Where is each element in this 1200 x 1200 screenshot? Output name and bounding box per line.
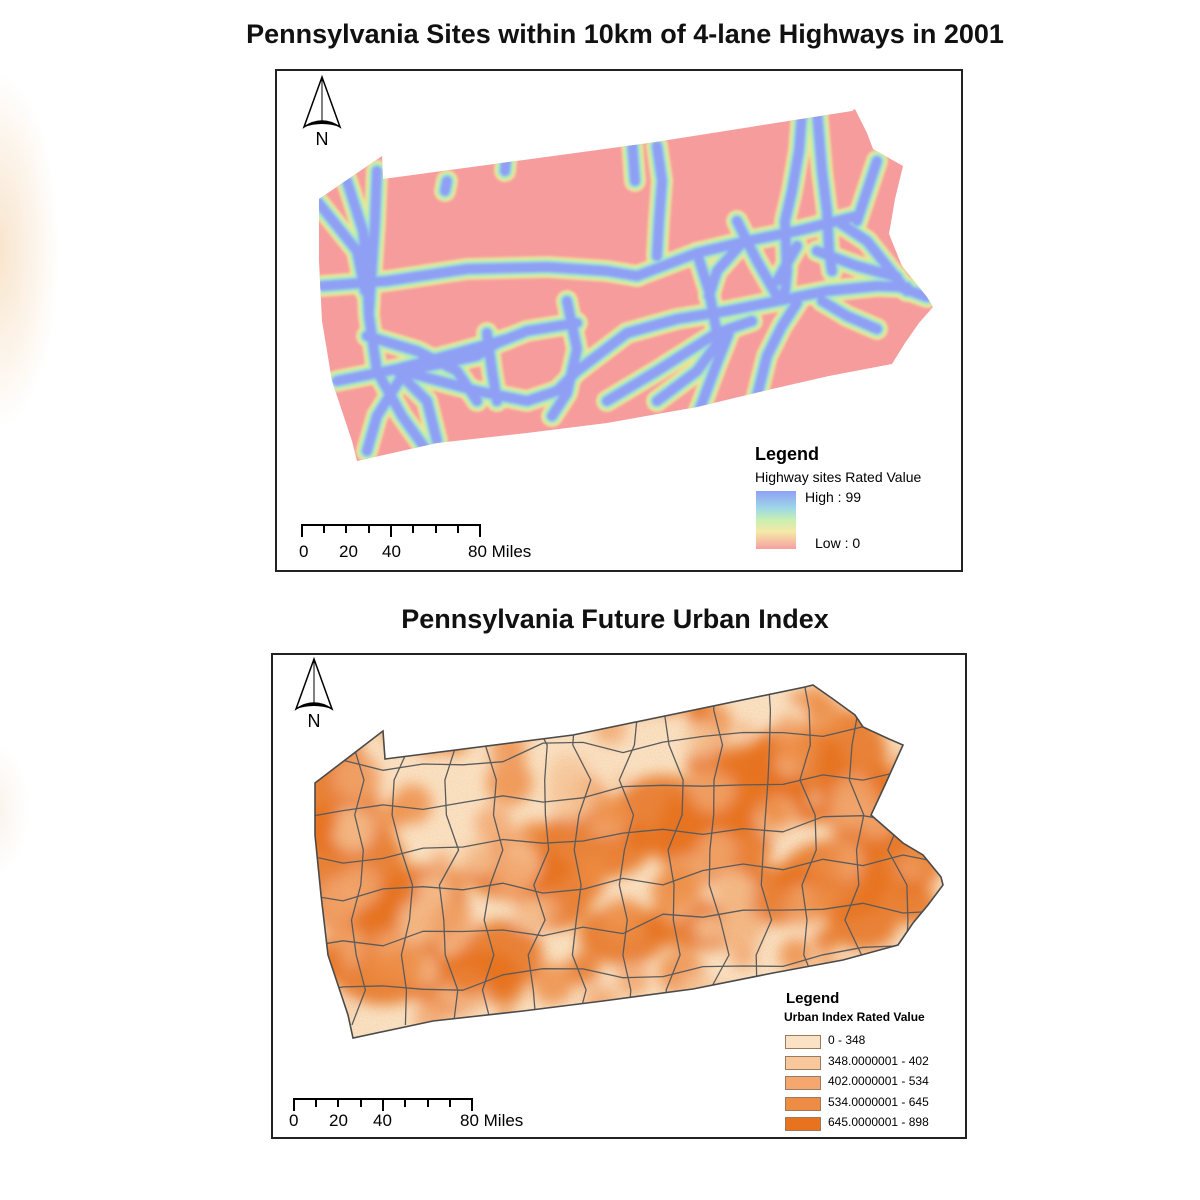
north-arrow: N [291, 656, 337, 737]
highway-buffer-13 [572, 281, 912, 376]
legend-class-label: 534.0000001 - 645 [828, 1094, 929, 1109]
county-boundary-h6 [315, 940, 943, 996]
urban-patch-21 [916, 705, 943, 748]
county-boundary-v14 [931, 685, 943, 1026]
legend-title: Legend [755, 444, 820, 464]
legend-class-label: 0 - 348 [828, 1033, 866, 1047]
urban-patch-125 [729, 997, 763, 1031]
urban-patch-28 [830, 960, 858, 988]
urban-map-frame: N Legend Urban Index Rated Value 0 - 348… [271, 653, 967, 1139]
legend-title: Legend [786, 990, 840, 1007]
urban-patch-115 [637, 704, 652, 720]
highway-map-frame: N Legend Highway sites Rated Value High … [275, 69, 963, 572]
scale-bar-graphic [293, 1098, 473, 1111]
highway-buffer-32 [892, 281, 932, 302]
urban-patch-101 [908, 685, 943, 727]
urban-patch-44 [414, 698, 436, 719]
background-smudge [0, 70, 60, 430]
legend-class-swatch [785, 1076, 821, 1090]
county-boundary-h3 [315, 812, 943, 864]
urban-patch-47 [920, 933, 934, 947]
highway-buffer-29 [772, 241, 802, 286]
county-boundary-v8 [661, 685, 684, 1026]
background-smudge [0, 740, 30, 880]
scale-bar: 0 20 40 80 Miles [289, 1095, 523, 1130]
legend-class-label: 645.0000001 - 898 [828, 1115, 929, 1129]
legend-high-label: High : 99 [805, 489, 862, 505]
legend-class-swatch [785, 1035, 821, 1049]
legend-class-swatch [785, 1117, 821, 1131]
highway-buffer-24 [440, 176, 452, 196]
highway-buffer-31 [704, 238, 747, 301]
highway-buffer-28 [852, 156, 882, 226]
highway-buffer-30 [817, 296, 882, 334]
urban-patch-33 [400, 701, 435, 736]
highway-buffer-17 [752, 298, 802, 401]
urban-patch-63 [659, 696, 679, 716]
highway-buffer-1 [319, 196, 370, 296]
highway-buffer-27 [812, 246, 902, 282]
highway-buffer-10 [482, 328, 502, 406]
scale-label-20: 20 [339, 542, 358, 561]
legend-class-label: 402.0000001 - 534 [828, 1074, 929, 1088]
highway-map-title: Pennsylvania Sites within 10km of 4-lane… [246, 19, 1004, 49]
urban-patch-32 [485, 715, 503, 734]
urban-patch-82 [336, 685, 380, 723]
state-outline [314, 684, 944, 1039]
urban-patch-17 [513, 702, 543, 732]
highway-buffer-19 [780, 109, 807, 296]
scale-label-0: 0 [289, 1111, 299, 1130]
highway-buffer-3 [319, 262, 642, 291]
county-boundary-h2 [315, 770, 943, 819]
legend-subtitle: Highway sites Rated Value [755, 469, 922, 485]
highway-buffer-23 [500, 146, 512, 176]
highway-buffer-16 [694, 328, 734, 416]
urban-patch-80 [906, 796, 929, 819]
urban-patch-90 [894, 749, 938, 793]
legend-low-label: Low : 0 [815, 535, 861, 551]
highway-buffer-7 [392, 366, 442, 446]
highway-sites-map [319, 109, 933, 461]
scale-label-40: 40 [382, 542, 401, 561]
county-boundary-v7 [618, 685, 639, 1026]
urban-patch-84 [382, 720, 406, 744]
highway-buffer-22 [652, 141, 667, 261]
highway-buffer-8 [362, 371, 407, 456]
scale-label-80: 80 Miles [460, 1111, 524, 1130]
north-arrow: N [299, 74, 345, 155]
urban-map-title: Pennsylvania Future Urban Index [401, 604, 829, 634]
scale-label-0: 0 [299, 542, 309, 561]
highway-buffer-5 [332, 334, 512, 386]
urban-patch-64 [932, 1005, 943, 1020]
legend-subtitle: Urban Index Rated Value [784, 1010, 925, 1024]
county-boundary-h1 [315, 721, 943, 771]
north-label: N [315, 129, 329, 149]
highway-buffer-9 [397, 366, 582, 406]
urban-patch-49 [868, 952, 908, 992]
legend-color-ramp [756, 491, 796, 549]
pennsylvania-raster [319, 109, 933, 461]
scale-bar: 0 20 40 80 Miles [299, 521, 531, 561]
county-boundary-h5 [315, 902, 943, 948]
scale-label-20: 20 [329, 1111, 348, 1130]
highway-buffer-15 [652, 328, 730, 406]
urban-patch-120 [856, 994, 872, 1010]
urban-patch-52 [503, 710, 519, 727]
county-boundary-h4 [315, 854, 943, 902]
legend-class-label: 348.0000001 - 402 [828, 1053, 929, 1068]
scale-label-40: 40 [373, 1111, 392, 1130]
highway-buffer-25 [627, 136, 640, 186]
north-label: N [307, 711, 321, 731]
highway-buffer-21 [732, 216, 782, 301]
scale-bar-graphic [301, 524, 481, 537]
scale-label-80: 80 Miles [468, 542, 532, 561]
north-arrow-icon [294, 656, 334, 711]
legend-class-swatch [785, 1096, 821, 1111]
highway-buffer-14 [602, 316, 757, 406]
urban-patch-122 [409, 712, 453, 756]
legend-class-swatch [785, 1055, 821, 1070]
urban-patch-45 [904, 752, 943, 792]
urban-index-map [314, 684, 944, 1039]
north-arrow-icon [302, 74, 342, 129]
